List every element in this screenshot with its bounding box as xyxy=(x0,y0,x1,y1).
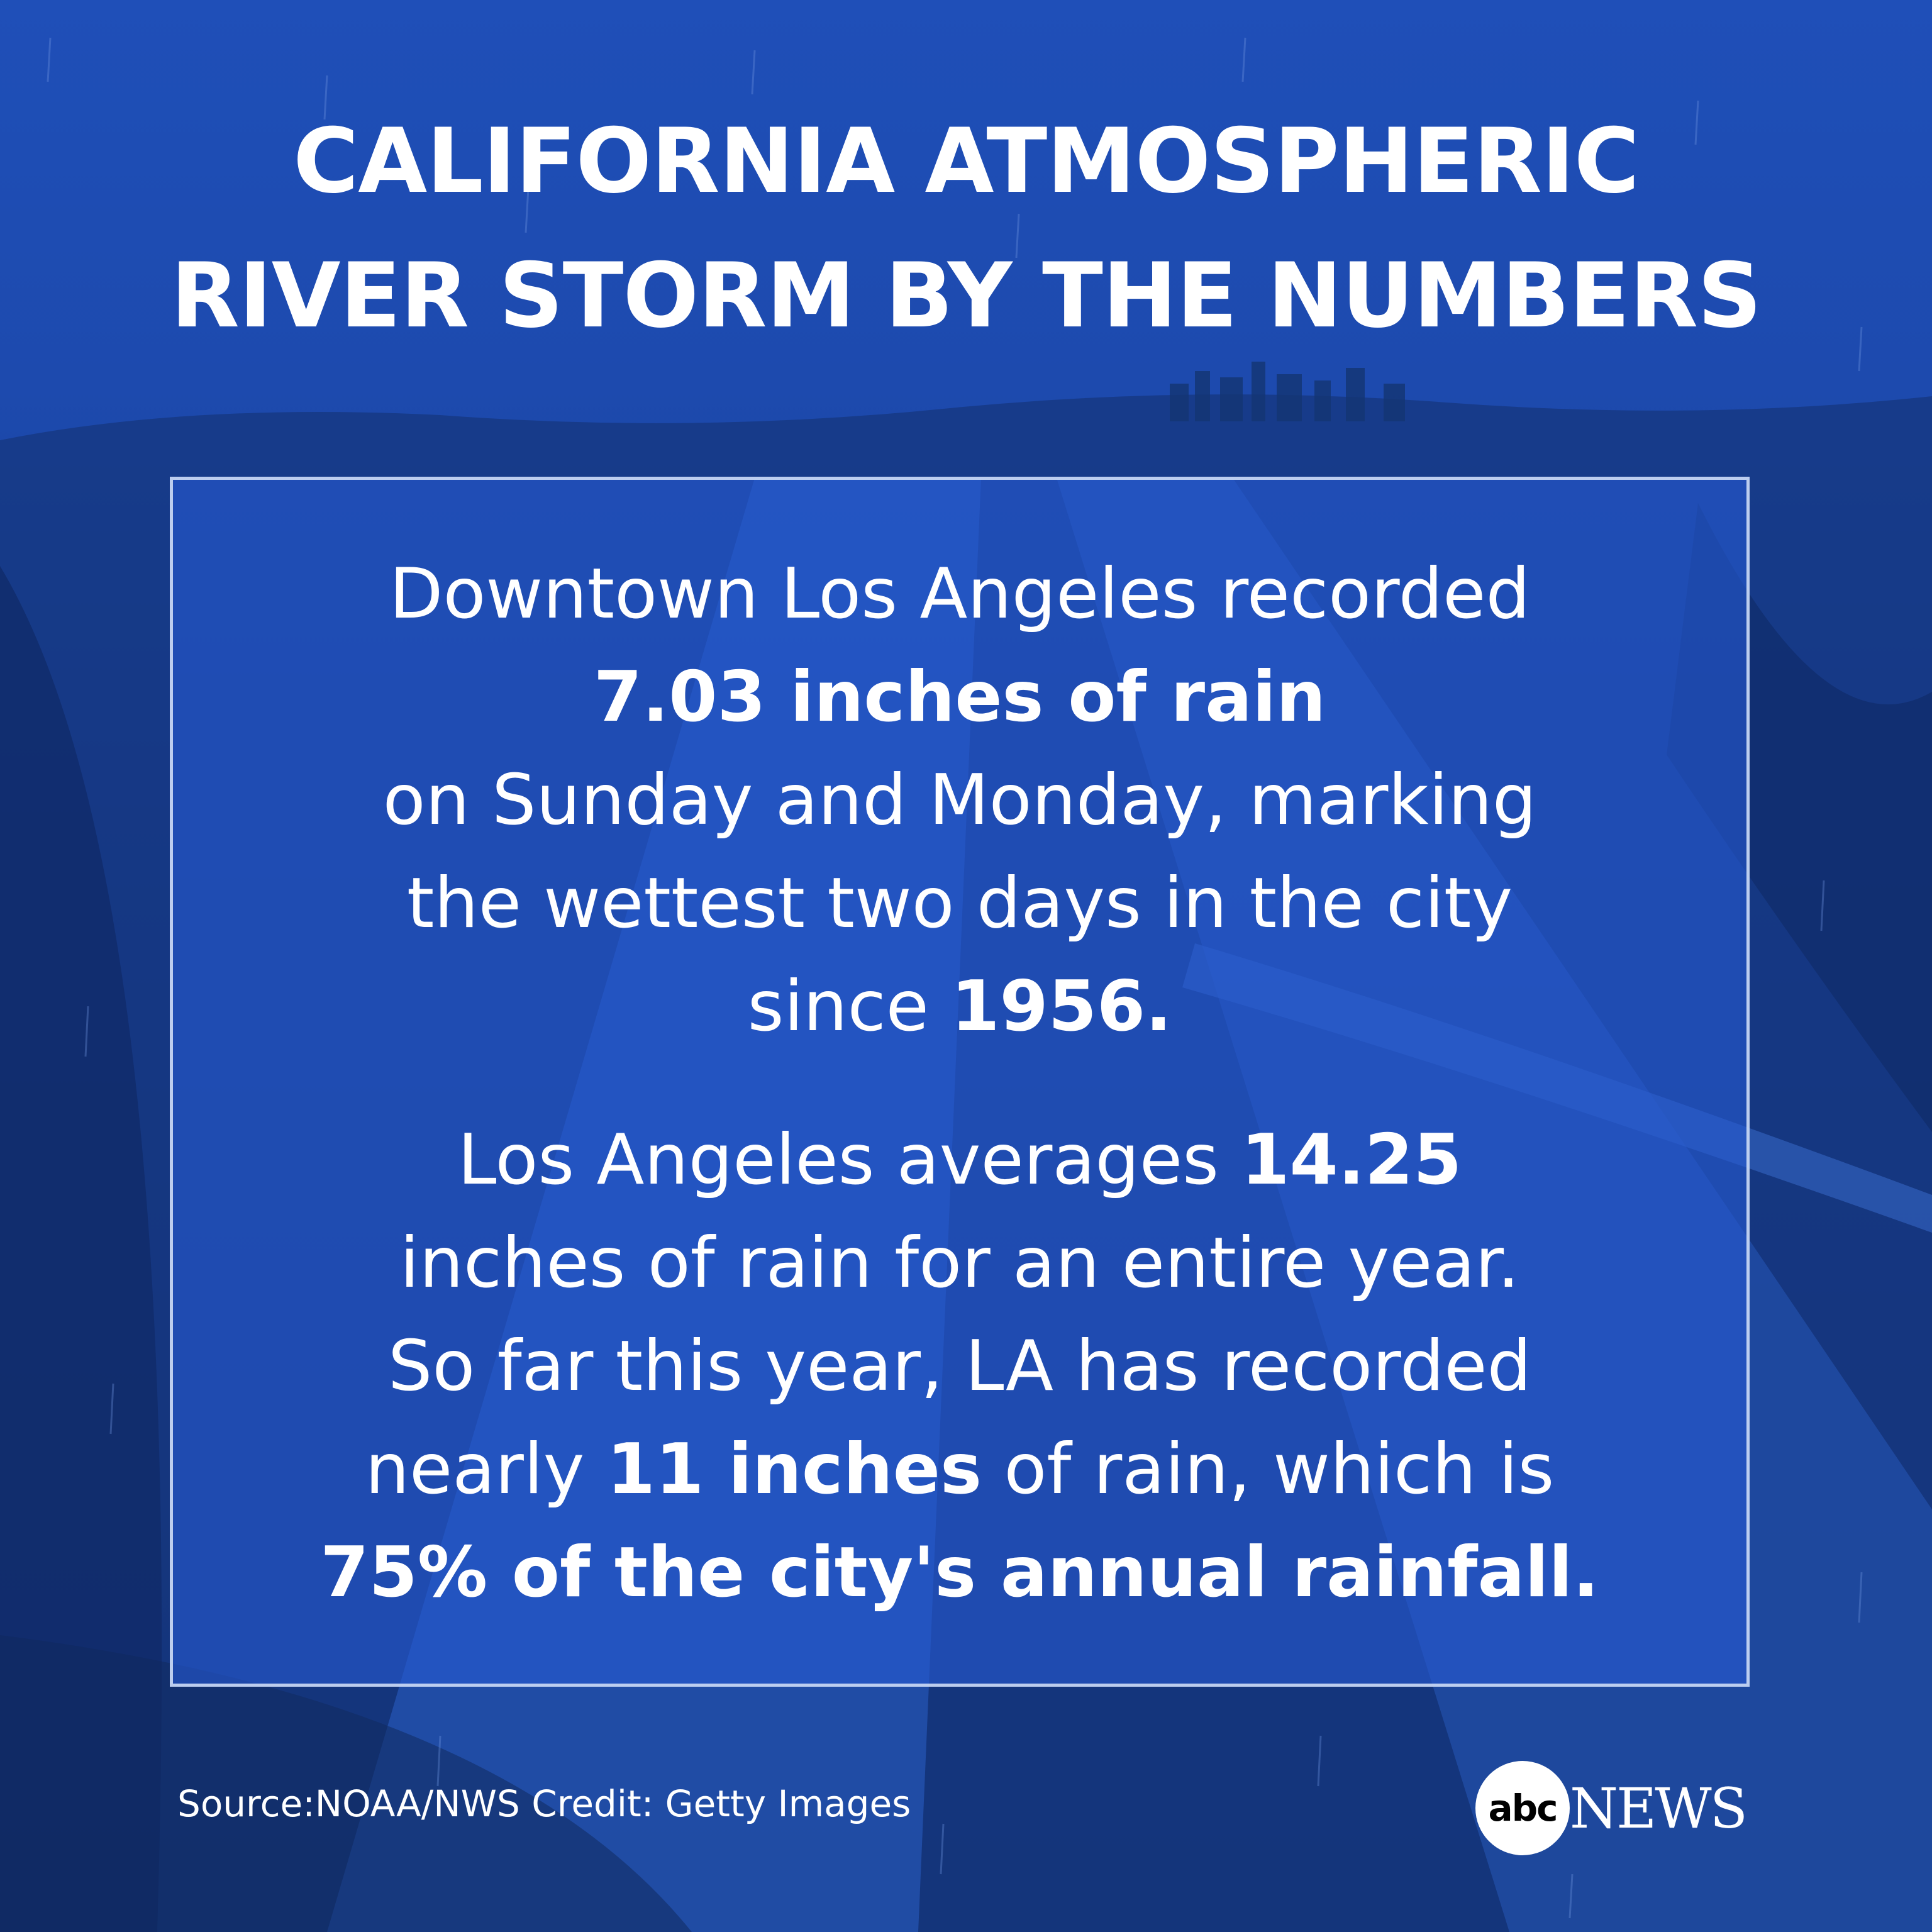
stat-paragraph-annual-average: Los Angeles averages 14.25 inches of rai… xyxy=(173,1109,1746,1624)
rainfall-total-highlight: 7.03 inches of rain xyxy=(593,657,1326,738)
stat-paragraph-downtown-rainfall: Downtown Los Angeles recorded 7.03 inche… xyxy=(173,543,1746,1058)
paragraph2-line3: So far this year, LA has recorded xyxy=(387,1326,1532,1407)
paragraph2-line4-post: of rain, which is xyxy=(982,1429,1555,1510)
paragraph2-line4: nearly 11 inches of rain, which is xyxy=(173,1418,1746,1521)
paragraph1-line5-text: since xyxy=(747,966,952,1047)
stats-panel: Downtown Los Angeles recorded 7.03 inche… xyxy=(170,477,1750,1687)
news-wordmark: NEWS xyxy=(1570,1776,1748,1841)
paragraph1-line1: Downtown Los Angeles recorded xyxy=(389,553,1530,635)
paragraph1-line5: since 1956. xyxy=(173,955,1746,1058)
abc-circle-mark: abc xyxy=(1475,1761,1570,1855)
annual-average-highlight: 14.25 xyxy=(1241,1119,1462,1201)
paragraph1-line2: 7.03 inches of rain xyxy=(173,646,1746,749)
headline: CALIFORNIA ATMOSPHERIC RIVER STORM BY TH… xyxy=(0,94,1932,364)
paragraph2-line5: 75% of the city's annual rainfall. xyxy=(173,1521,1746,1624)
paragraph2-line1: Los Angeles averages 14.25 xyxy=(173,1109,1746,1212)
record-year-highlight: 1956. xyxy=(951,966,1172,1047)
paragraph1-line3: on Sunday and Monday, marking xyxy=(382,760,1537,841)
headline-line-2: RIVER STORM BY THE NUMBERS xyxy=(170,244,1762,348)
abc-news-logo: abc NEWS xyxy=(1475,1761,1748,1855)
paragraph1-line4: the wettest two days in the city xyxy=(406,863,1513,944)
paragraph2-line1-text: Los Angeles averages xyxy=(457,1119,1241,1201)
paragraph2-line4-pre: nearly xyxy=(365,1429,607,1510)
ytd-total-highlight: 11 inches xyxy=(606,1429,982,1510)
percent-annual-highlight: 75% of the city's annual rainfall. xyxy=(320,1532,1599,1613)
source-credit: Source:NOAA/NWS Credit: Getty Images xyxy=(177,1782,911,1825)
headline-line-1: CALIFORNIA ATMOSPHERIC xyxy=(293,109,1640,213)
paragraph2-line2: inches of rain for an entire year. xyxy=(399,1223,1520,1304)
